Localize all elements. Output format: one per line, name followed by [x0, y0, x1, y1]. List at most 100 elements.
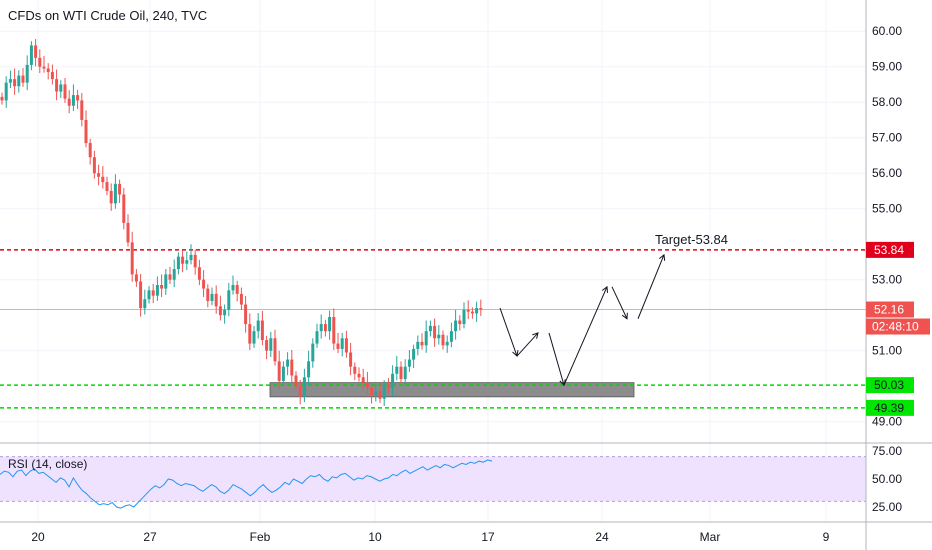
candle-body — [46, 68, 50, 73]
support-upper-tag: 50.03 — [874, 378, 904, 392]
candle-body — [160, 285, 164, 289]
candle-body — [227, 290, 231, 310]
candle-body — [17, 75, 21, 87]
candle-body — [424, 331, 428, 346]
candle-body — [76, 95, 80, 101]
candle-body — [151, 290, 155, 296]
time-tick-label: 9 — [823, 530, 830, 544]
candle-body — [374, 391, 378, 396]
candle-body — [101, 176, 105, 183]
candle-body — [202, 279, 206, 289]
projection-segment — [548, 332, 565, 386]
candle-body — [412, 348, 416, 360]
candle-body — [92, 157, 96, 174]
candle-body — [319, 324, 323, 332]
candle-body — [302, 377, 306, 397]
candle-body — [172, 269, 176, 280]
candle-body — [349, 352, 353, 367]
support-lower-tag: 49.39 — [874, 401, 904, 415]
time-tick-label: 20 — [31, 530, 45, 544]
candle-body — [475, 308, 479, 314]
time-tick-label: 10 — [368, 530, 382, 544]
candle-body — [21, 75, 25, 83]
candle-body — [265, 340, 269, 351]
candle-body — [252, 331, 256, 344]
candle-body — [370, 387, 374, 396]
candle-body — [416, 341, 420, 349]
candle-body — [403, 366, 407, 380]
rsi-band — [0, 456, 866, 502]
rsi-tick-label: 50.00 — [872, 472, 902, 486]
price-tick-label: 53.00 — [872, 273, 902, 287]
candle-body — [38, 57, 42, 67]
candles — [0, 39, 483, 407]
candle-body — [218, 306, 222, 316]
projection-segment — [611, 286, 628, 319]
candle-body — [206, 288, 210, 301]
candle-body — [323, 324, 327, 332]
rsi-axis[interactable]: 75.00 50.00 25.00 — [872, 444, 902, 514]
candle-body — [307, 361, 311, 378]
candle-body — [235, 285, 239, 294]
candle-body — [294, 375, 298, 387]
projection-segment — [516, 332, 539, 357]
candle-body — [239, 293, 243, 305]
candle-body — [386, 384, 390, 388]
candle-body — [185, 260, 189, 264]
candle-body — [50, 72, 54, 80]
candle-body — [344, 338, 348, 353]
candle-body — [428, 325, 432, 332]
target-label: Target-53.84 — [655, 232, 728, 247]
candle-body — [357, 373, 361, 378]
candle-body — [470, 311, 474, 314]
chart-title: CFDs on WTI Crude Oil, 240, TVC — [8, 8, 208, 23]
candle-body — [445, 341, 449, 346]
candle-body — [391, 373, 395, 388]
candle-body — [382, 384, 386, 399]
candle-body — [332, 316, 336, 344]
candle-body — [298, 386, 302, 397]
candle-body — [315, 331, 319, 344]
candle-body — [122, 194, 126, 223]
countdown-bg — [866, 318, 930, 335]
projection-segment — [563, 286, 608, 386]
price-axis[interactable]: 60.00 59.00 58.00 57.00 56.00 55.00 53.00 51.00… — [872, 24, 902, 429]
candle-body — [281, 366, 285, 381]
candle-body — [437, 334, 441, 339]
time-tick-label: 24 — [595, 530, 609, 544]
candle-body — [462, 309, 466, 325]
time-tick-label: 27 — [143, 530, 157, 544]
support-lower-tag-bg — [866, 399, 914, 416]
candle-body — [449, 331, 453, 342]
grid-lines — [0, 0, 866, 522]
candle-body — [189, 254, 193, 261]
candle-body — [109, 190, 113, 204]
time-axis[interactable]: 20 27 Feb 10 17 24 Mar 9 — [31, 530, 829, 544]
candle-body — [143, 299, 147, 309]
projection-segment — [637, 254, 665, 319]
target-price-tag: 53.84 — [874, 243, 904, 257]
price-tags: 53.84 52.16 02:48:10 50.03 49.39 — [866, 241, 930, 416]
candle-body — [63, 84, 67, 99]
price-tick-label: 58.00 — [872, 95, 902, 109]
candle-body — [361, 377, 365, 383]
candle-body — [214, 293, 218, 307]
candle-body — [97, 173, 101, 177]
candle-body — [71, 95, 75, 106]
candle-body — [8, 79, 12, 83]
candle-body — [365, 382, 369, 388]
target-price-tag-bg — [866, 241, 914, 258]
candle-body — [55, 79, 59, 92]
candle-body — [336, 343, 340, 349]
candle-body — [328, 316, 332, 332]
price-tick-label: 57.00 — [872, 131, 902, 145]
candle-body — [164, 274, 168, 289]
candle-body — [378, 391, 382, 399]
candle-body — [353, 366, 357, 374]
candle-body — [454, 320, 458, 332]
candle-body — [340, 338, 344, 349]
candle-body — [441, 334, 445, 346]
candle-body — [59, 84, 63, 92]
price-tick-label: 60.00 — [872, 24, 902, 38]
